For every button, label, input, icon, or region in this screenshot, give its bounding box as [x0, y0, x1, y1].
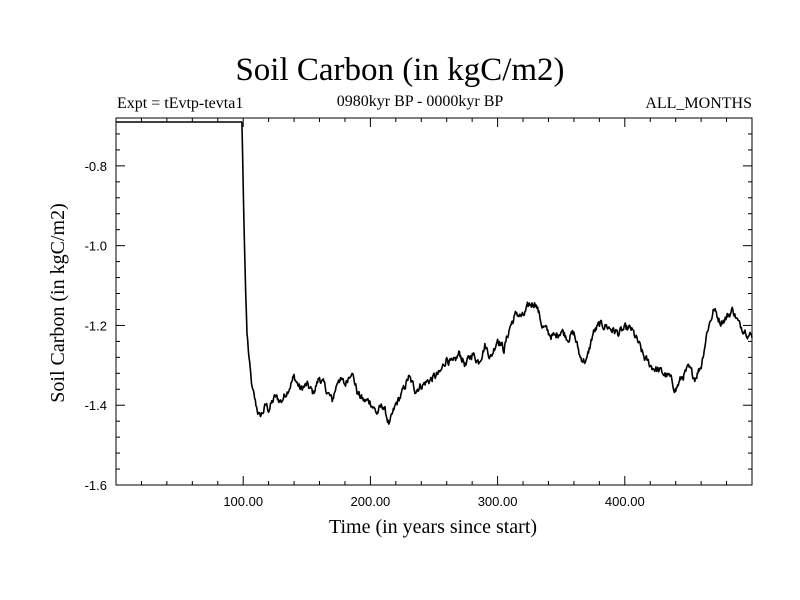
experiment-label: Expt = tEvtp-tevta1 [117, 95, 244, 112]
plot-frame [115, 117, 753, 486]
x-tick-label: 300.00 [478, 494, 518, 509]
soil-carbon-line [115, 121, 753, 425]
period-label: 0980kyr BP - 0000kyr BP [336, 93, 504, 110]
y-tick-label: -1.4 [85, 398, 107, 413]
months-label: ALL_MONTHS [645, 95, 752, 112]
y-axis-title: Soil Carbon (in kgC/m2) [47, 203, 69, 402]
x-axis-title: Time (in years since start) [329, 516, 537, 538]
y-tick-label: -1.2 [85, 318, 107, 333]
y-tick-label: -1.0 [85, 239, 107, 254]
x-tick-label: 100.00 [223, 494, 263, 509]
y-tick-label: -0.8 [85, 159, 107, 174]
chart-title: Soil Carbon (in kgC/m2) [235, 52, 565, 88]
x-tick-label: 400.00 [605, 494, 645, 509]
y-tick-label: -1.6 [85, 478, 107, 493]
x-tick-label: 200.00 [351, 494, 391, 509]
